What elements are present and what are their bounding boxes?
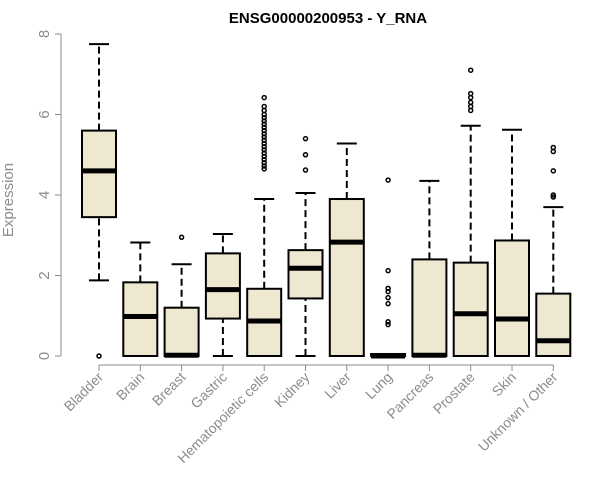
box (535, 292, 572, 357)
y-tick-label: 6 (36, 110, 53, 118)
outlier-point (302, 135, 309, 142)
box (452, 261, 489, 357)
outlier-point (261, 147, 267, 153)
outlier-point (550, 192, 557, 198)
outlier-point (385, 321, 391, 328)
outlier-point (261, 166, 267, 172)
y-axis-label: Expression (0, 163, 17, 237)
box (494, 239, 530, 357)
outlier-point (550, 194, 557, 200)
outlier-point (261, 114, 267, 121)
outlier-point (261, 127, 267, 134)
outlier-point (385, 319, 391, 325)
box-group (535, 144, 572, 357)
x-tick-label: Brain (113, 369, 147, 403)
box-group (246, 94, 283, 357)
outlier-point (261, 160, 267, 166)
box (122, 281, 159, 357)
outlier-point (467, 99, 474, 106)
outlier-point (261, 137, 267, 144)
outlier-point (385, 177, 391, 183)
outlier-point (385, 300, 391, 307)
box (81, 129, 117, 219)
x-tick-label: Breast (149, 369, 189, 409)
y-tick-label: 0 (36, 352, 53, 360)
outlier-point (261, 121, 267, 127)
x-tick-label: Lung (362, 369, 395, 402)
outlier-point (96, 353, 102, 359)
box-group (328, 142, 365, 357)
outlier-point (385, 267, 391, 274)
box (163, 306, 200, 358)
outlier-point (261, 140, 267, 147)
outlier-point (467, 67, 474, 73)
box-group (452, 67, 489, 357)
box (328, 198, 365, 357)
outlier-point (385, 288, 391, 295)
x-tick-label: Prostate (430, 369, 478, 417)
boxes-layer (81, 43, 572, 359)
outlier-point (302, 152, 309, 158)
outlier-point (467, 90, 474, 97)
outlier-point (385, 294, 391, 301)
box (287, 249, 324, 300)
outlier-point (261, 94, 267, 101)
outlier-point (261, 150, 267, 156)
outlier-point (385, 285, 391, 292)
outlier-point (261, 118, 267, 124)
y-tick-label: 8 (36, 30, 53, 38)
x-tick-label: Liver (321, 369, 354, 402)
outlier-point (261, 156, 267, 163)
box-group (163, 234, 200, 358)
y-tick-label: 4 (36, 191, 53, 199)
outlier-point (261, 134, 267, 140)
box (204, 252, 241, 320)
outlier-point (261, 103, 267, 110)
y-tick-label: 2 (36, 271, 53, 279)
outlier-point (261, 153, 267, 160)
x-tick-label: Kidney (271, 369, 313, 411)
chart-title: ENSG00000200953 - Y_RNA (229, 10, 427, 27)
outlier-point (550, 144, 557, 151)
x-tick-label: Bladder (61, 369, 107, 415)
box-group (81, 43, 117, 359)
outlier-point (261, 143, 267, 150)
y-axis: 0 2 4 6 8 (36, 30, 62, 360)
outlier-point (550, 168, 557, 174)
box-group (494, 128, 530, 357)
box-group (287, 135, 324, 357)
outlier-point (261, 131, 267, 137)
box-group (370, 177, 407, 359)
box-group (411, 179, 448, 358)
outlier-point (261, 124, 267, 131)
outlier-point (302, 167, 309, 173)
box-group (204, 233, 241, 357)
box-group (122, 241, 159, 357)
x-tick-label: Skin (489, 369, 520, 400)
outlier-point (261, 163, 267, 169)
box (411, 258, 448, 357)
outlier-point (178, 234, 185, 241)
